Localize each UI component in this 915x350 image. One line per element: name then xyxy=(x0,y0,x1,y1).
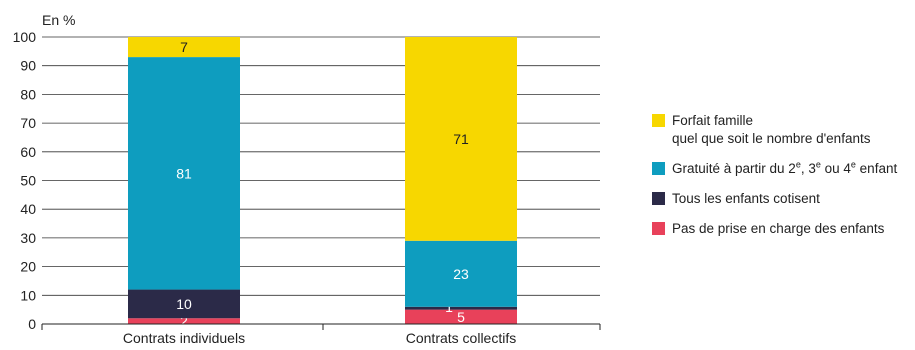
y-tick-label-0: 0 xyxy=(28,316,36,332)
bar-segment-c0-s3 xyxy=(128,37,240,58)
y-tick-label-50: 50 xyxy=(20,173,36,189)
y-tick-label-60: 60 xyxy=(20,144,36,160)
y-tick-label-70: 70 xyxy=(20,115,36,131)
legend-swatch-gratuite xyxy=(652,162,665,175)
data-label-c0-s0: 2 xyxy=(180,313,188,329)
bar-segment-c0-s1 xyxy=(128,289,240,319)
data-label-c1-s0: 5 xyxy=(457,309,465,325)
y-tick-label-100: 100 xyxy=(13,29,37,45)
bar-segment-c0-s2 xyxy=(128,57,240,290)
y-tick-label-40: 40 xyxy=(20,201,36,217)
legend-swatch-pas-de-prise xyxy=(652,222,665,235)
bar-segment-c1-s1 xyxy=(405,306,517,310)
data-label-c0-s3: 7 xyxy=(180,39,188,55)
bar-segment-c0-s0 xyxy=(128,318,240,324)
bar-segment-c1-s3 xyxy=(405,37,517,241)
x-axis xyxy=(41,323,601,330)
legend-swatch-cotisent xyxy=(652,192,665,205)
category-label-0: Contrats individuels xyxy=(123,330,245,346)
y-tick-label-30: 30 xyxy=(20,230,36,246)
data-label-c1-s2: 23 xyxy=(453,266,469,282)
legend-label-forfait-2: quel que soit le nombre d'enfants xyxy=(672,131,871,146)
bars: 210817512371 xyxy=(128,37,517,329)
y-tick-label-10: 10 xyxy=(20,287,36,303)
legend-item-gratuite: Gratuité à partir du 2e, 3e ou 4e enfant xyxy=(652,160,912,178)
legend: Forfait famille quel que soit le nombre … xyxy=(652,112,912,250)
x-axis-categories: Contrats individuels Contrats collectifs xyxy=(123,330,516,346)
data-label-c0-s2: 81 xyxy=(176,165,192,181)
y-tick-label-80: 80 xyxy=(20,86,36,102)
legend-label-forfait-1: Forfait famille xyxy=(672,113,754,128)
stacked-bar-chart: En % 210817512371 0102030405060708090100… xyxy=(13,12,601,346)
bar-segment-c1-s2 xyxy=(405,240,517,307)
legend-item-pas-de-prise: Pas de prise en charge des enfants xyxy=(652,220,912,238)
data-label-c0-s1: 10 xyxy=(176,296,192,312)
unit-label: En % xyxy=(42,12,75,28)
legend-item-forfait: Forfait famille quel que soit le nombre … xyxy=(652,112,912,148)
y-axis-ticks: 0 10 20 30 40 50 60 70 80 90 100 xyxy=(13,29,37,332)
y-tick-label-20: 20 xyxy=(20,259,36,275)
y-tick-label-90: 90 xyxy=(20,58,36,74)
legend-label-gratuite: Gratuité à partir du 2e, 3e ou 4e enfant xyxy=(672,159,898,176)
category-label-1: Contrats collectifs xyxy=(406,330,516,346)
legend-swatch-forfait xyxy=(652,114,665,127)
legend-item-cotisent: Tous les enfants cotisent xyxy=(652,190,912,208)
data-label-c1-s3: 71 xyxy=(453,131,469,147)
legend-label-pas-de-prise: Pas de prise en charge des enfants xyxy=(672,221,885,236)
bar-segment-c1-s0 xyxy=(405,309,517,324)
legend-label-cotisent: Tous les enfants cotisent xyxy=(672,191,820,206)
